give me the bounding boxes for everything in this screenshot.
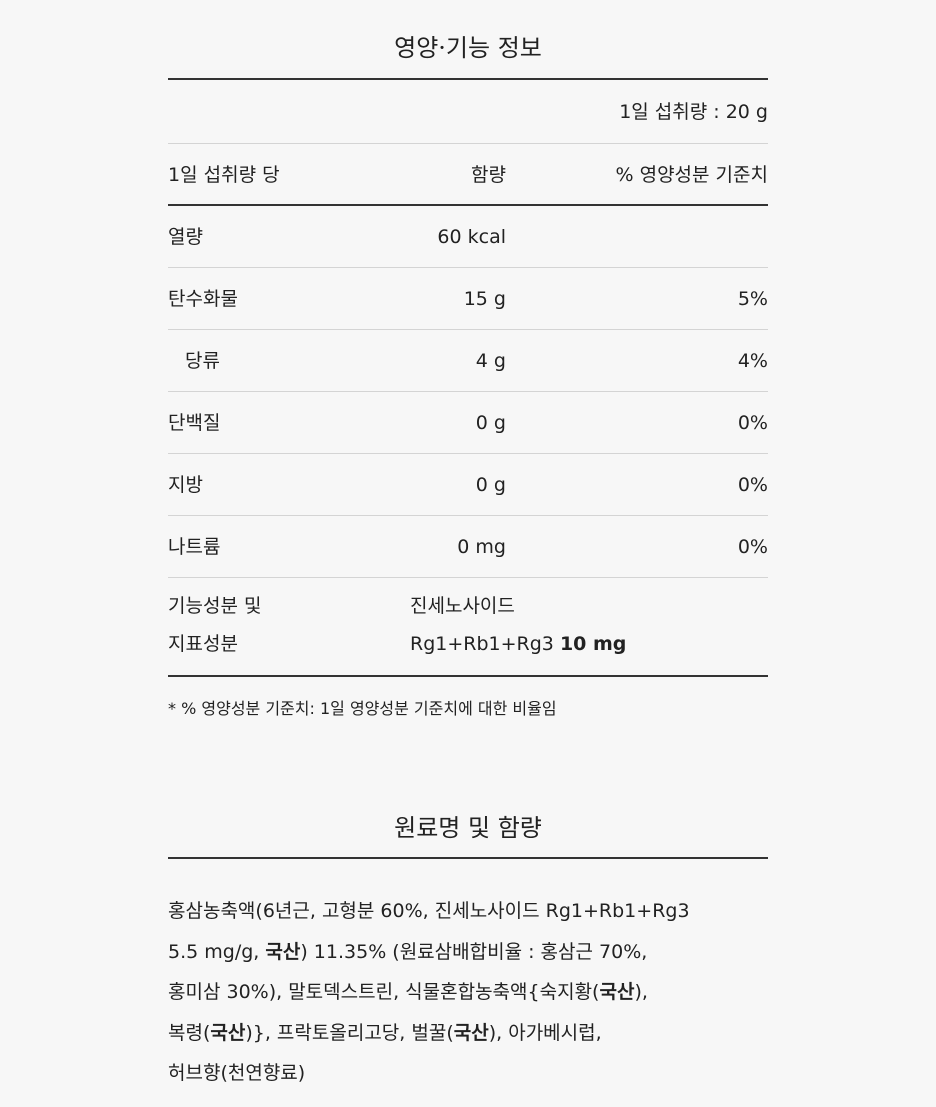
serving-size: 1일 섭취량 : 20 g bbox=[619, 101, 768, 123]
divider bbox=[168, 143, 768, 144]
divider bbox=[168, 515, 768, 516]
divider bbox=[168, 391, 768, 392]
serving-row: 1일 섭취량 : 20 g bbox=[168, 97, 768, 127]
divider bbox=[168, 204, 768, 206]
nutrient-amount: 4 g bbox=[475, 350, 506, 372]
nutrient-row: 당류 4 g 4% bbox=[168, 346, 768, 376]
nutrition-title: 영양·기능 정보 bbox=[394, 34, 542, 62]
functional-amount: 10 mg bbox=[559, 633, 627, 655]
divider bbox=[168, 675, 768, 677]
functional-value-line: Rg1+Rb1+Rg3 10 mg bbox=[410, 625, 626, 663]
nutrient-name: 탄수화물 bbox=[168, 288, 238, 310]
nutrient-amount: 0 g bbox=[475, 474, 506, 496]
nutrient-name: 나트륨 bbox=[168, 536, 221, 558]
nutrient-name: 지방 bbox=[168, 474, 203, 496]
origin-highlight: 국산 bbox=[265, 940, 301, 963]
divider bbox=[168, 267, 768, 268]
nutrient-name: 열량 bbox=[168, 226, 203, 248]
header-per: 1일 섭취량 당 bbox=[168, 164, 280, 186]
nutrient-row: 열량 60 kcal bbox=[168, 222, 768, 252]
origin-highlight: 국산 bbox=[453, 1021, 489, 1044]
nutrient-name: 당류 bbox=[185, 350, 220, 372]
nutrient-row: 탄수화물 15 g 5% bbox=[168, 284, 768, 314]
divider bbox=[168, 453, 768, 454]
origin-highlight: 국산 bbox=[210, 1021, 246, 1044]
nutrient-name: 단백질 bbox=[168, 412, 221, 434]
nutrient-amount: 0 mg bbox=[457, 536, 506, 558]
functional-label: 기능성분 및 지표성분 bbox=[168, 587, 261, 663]
ingredient-text: ), bbox=[634, 981, 648, 1003]
functional-value: 진세노사이드 Rg1+Rb1+Rg3 10 mg bbox=[410, 587, 626, 663]
ingredient-text: ), 아가베시럽, bbox=[488, 1021, 602, 1044]
divider bbox=[168, 577, 768, 578]
functional-label-line: 지표성분 bbox=[168, 633, 238, 655]
ingredient-text: 홍삼농축액(6년근, 고형분 60%, 진세노사이드 Rg1+Rb1+Rg3 bbox=[168, 900, 690, 922]
nutrient-dv: 0% bbox=[737, 536, 768, 558]
nutrient-amount: 0 g bbox=[475, 412, 506, 434]
functional-label-line: 기능성분 및 bbox=[168, 595, 262, 617]
ingredients-line: 홍삼농축액(6년근, 고형분 60%, 진세노사이드 Rg1+Rb1+Rg3 bbox=[168, 891, 788, 932]
nutrient-amount: 15 g bbox=[463, 288, 506, 310]
ingredient-text: ) 11.35% (원료삼배합비율 : 홍삼근 70%, bbox=[300, 940, 648, 963]
functional-compound: Rg1+Rb1+Rg3 bbox=[410, 633, 560, 655]
ingredients-title: 원료명 및 함량 bbox=[394, 814, 542, 842]
nutrient-amount: 60 kcal bbox=[437, 226, 506, 248]
nutrient-dv: 0% bbox=[737, 412, 768, 434]
ingredients-text: 홍삼농축액(6년근, 고형분 60%, 진세노사이드 Rg1+Rb1+Rg3 5.… bbox=[168, 891, 788, 1094]
ingredient-text: 허브향(천연향료) bbox=[168, 1062, 306, 1084]
divider bbox=[168, 329, 768, 330]
nutrient-row: 나트륨 0 mg 0% bbox=[168, 532, 768, 562]
origin-highlight: 국산 bbox=[599, 981, 635, 1003]
ingredients-line: 복령(국산)}, 프락토올리고당, 벌꿀(국산), 아가베시럽, bbox=[168, 1013, 788, 1054]
header-dv: % 영양성분 기준치 bbox=[615, 164, 769, 186]
divider bbox=[168, 78, 768, 80]
ingredients-line: 허브향(천연향료) bbox=[168, 1053, 788, 1094]
table-header: 1일 섭취량 당 함량 % 영양성분 기준치 bbox=[168, 160, 768, 190]
ingredients-line: 5.5 mg/g, 국산) 11.35% (원료삼배합비율 : 홍삼근 70%, bbox=[168, 932, 788, 973]
ingredients-line: 홍미삼 30%), 말토덱스트린, 식물혼합농축액{숙지황(국산), bbox=[168, 972, 788, 1013]
footnote: * % 영양성분 기준치: 1일 영양성분 기준치에 대한 비율임 bbox=[168, 699, 557, 718]
nutrient-dv: 5% bbox=[737, 288, 768, 310]
nutrient-row: 단백질 0 g 0% bbox=[168, 408, 768, 438]
divider bbox=[168, 857, 768, 859]
ingredient-text: )}, 프락토올리고당, 벌꿀( bbox=[245, 1021, 454, 1044]
nutrient-dv: 0% bbox=[737, 474, 768, 496]
ingredient-text: 홍미삼 30%), 말토덱스트린, 식물혼합농축액{숙지황( bbox=[168, 981, 600, 1003]
ingredient-text: 복령( bbox=[168, 1021, 211, 1044]
nutrient-dv: 4% bbox=[737, 350, 768, 372]
nutrient-row: 지방 0 g 0% bbox=[168, 470, 768, 500]
header-amount: 함량 bbox=[471, 164, 506, 186]
ingredient-text: 5.5 mg/g, bbox=[168, 940, 266, 963]
functional-value-line: 진세노사이드 bbox=[410, 595, 515, 617]
